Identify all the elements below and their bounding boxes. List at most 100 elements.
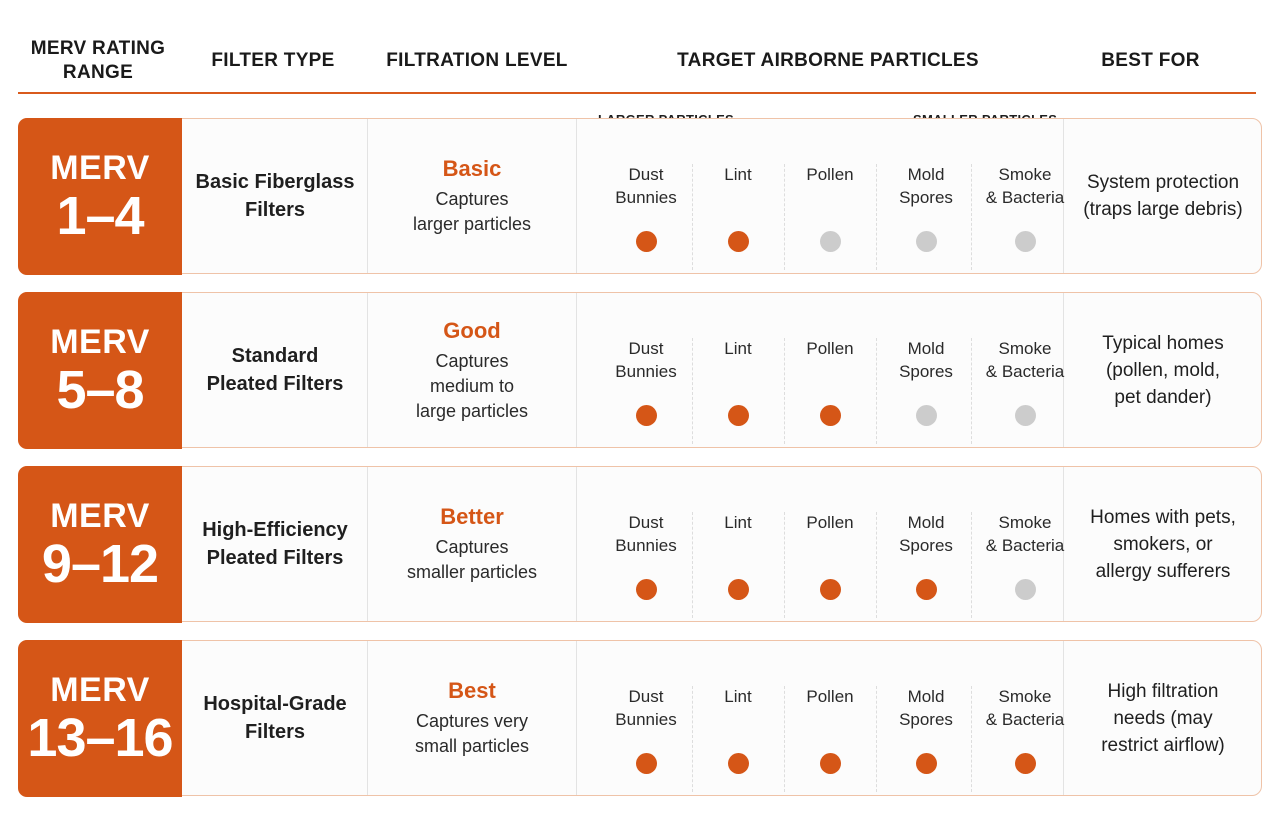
- particle-divider: [692, 686, 693, 792]
- particle-column: Smoke & Bacteria: [977, 293, 1073, 447]
- captured-dot: [915, 579, 937, 600]
- particle-divider: [692, 338, 693, 444]
- particle-label: Lint: [724, 339, 752, 358]
- particle-column: Smoke & Bacteria: [977, 641, 1073, 795]
- best-for: Typical homes (pollen, mold, pet dander): [1102, 332, 1224, 408]
- particle-column: Smoke & Bacteria: [977, 467, 1073, 621]
- column-divider: [1063, 641, 1064, 795]
- particle-label: Mold Spores: [899, 165, 953, 207]
- filtration-level-name: Good: [443, 317, 501, 343]
- column-divider: [1063, 293, 1064, 447]
- not-captured-dot: [915, 405, 937, 426]
- particle-label: Pollen: [806, 687, 854, 706]
- captured-dot: [915, 753, 937, 774]
- filter-type: Basic Fiberglass Filters: [195, 171, 355, 221]
- particle-divider: [784, 338, 785, 444]
- filtration-level-name: Basic: [442, 156, 502, 181]
- filtration-level: Best Captures very small particles: [368, 641, 576, 795]
- filtration-level-name: Best: [448, 678, 496, 703]
- header-filtration-level: FILTRATION LEVEL: [386, 50, 568, 71]
- particle-label: Mold Spores: [899, 339, 953, 381]
- column-divider: [1063, 119, 1064, 273]
- captured-dot: [727, 579, 749, 600]
- merv-label: MERV: [50, 322, 150, 361]
- best-for: System protection (traps large debris): [1083, 172, 1243, 220]
- particle-column: Pollen: [782, 641, 878, 795]
- particle-divider: [784, 512, 785, 618]
- particle-column: Mold Spores: [878, 641, 974, 795]
- particle-label: Lint: [724, 687, 752, 706]
- filter-type: High-Efficiency Pleated Filters: [202, 519, 348, 569]
- particle-column: Lint: [690, 641, 786, 795]
- merv-range: 1–4: [56, 185, 144, 246]
- not-captured-dot: [1014, 405, 1036, 426]
- particle-label: Smoke & Bacteria: [985, 513, 1065, 555]
- merv-label: MERV: [50, 670, 150, 709]
- particle-divider: [784, 164, 785, 270]
- particle-column: Dust Bunnies: [598, 641, 694, 795]
- filtration-level: Better Captures smaller particles: [368, 467, 576, 621]
- particle-divider: [876, 164, 877, 270]
- particle-column: Mold Spores: [878, 119, 974, 273]
- particle-divider: [876, 686, 877, 792]
- particle-column: Pollen: [782, 293, 878, 447]
- captured-dot: [727, 405, 749, 426]
- column-divider: [576, 119, 577, 273]
- particle-column: Lint: [690, 293, 786, 447]
- table-row: MERV 1–4 Basic Fiberglass Filters Basic Capt…: [18, 118, 1262, 275]
- table-row: MERV 5–8 Standard Pleated Filters Good Captu…: [18, 292, 1262, 449]
- column-divider: [367, 293, 368, 447]
- particle-divider: [692, 512, 693, 618]
- particle-label: Smoke & Bacteria: [985, 687, 1065, 729]
- particle-divider: [971, 686, 972, 792]
- not-captured-dot: [915, 231, 937, 252]
- not-captured-dot: [819, 231, 841, 252]
- merv-range-badge: MERV 5–8: [18, 292, 182, 449]
- captured-dot: [819, 753, 841, 774]
- target-particles: Dust Bunnies Lint Pollen Mold Spores Smoke &…: [577, 119, 1064, 273]
- column-divider: [367, 119, 368, 273]
- particle-column: Mold Spores: [878, 293, 974, 447]
- column-divider: [367, 467, 368, 621]
- merv-label: MERV: [50, 148, 150, 187]
- particle-column: Pollen: [782, 119, 878, 273]
- particle-divider: [971, 338, 972, 444]
- particle-label: Lint: [724, 513, 752, 532]
- table-row: MERV 13–16 Hospital-Grade Filters Best Captu…: [18, 640, 1262, 797]
- particle-divider: [692, 164, 693, 270]
- table-header: MERV RATING RANGE FILTER TYPE FILTRATION…: [18, 30, 1256, 94]
- table-row: MERV 9–12 High-Efficiency Pleated Filters B…: [18, 466, 1262, 623]
- header-best-for: BEST FOR: [1101, 50, 1200, 71]
- particle-label: Pollen: [806, 513, 854, 532]
- column-divider: [576, 641, 577, 795]
- particle-label: Dust Bunnies: [615, 339, 677, 381]
- merv-range-badge: MERV 1–4: [18, 118, 182, 275]
- particle-column: Dust Bunnies: [598, 293, 694, 447]
- filtration-level-description: Captures smaller particles: [406, 537, 538, 582]
- captured-dot: [635, 405, 657, 426]
- merv-range: 9–12: [41, 533, 159, 594]
- particle-label: Smoke & Bacteria: [985, 339, 1065, 381]
- filtration-level-description: Captures larger particles: [412, 189, 532, 234]
- particle-column: Lint: [690, 467, 786, 621]
- captured-dot: [727, 231, 749, 252]
- captured-dot: [819, 579, 841, 600]
- particle-label: Lint: [724, 165, 752, 184]
- column-divider: [367, 641, 368, 795]
- target-particles: Dust Bunnies Lint Pollen Mold Spores Smoke &…: [577, 293, 1064, 447]
- header-target-particles: TARGET AIRBORNE PARTICLES: [677, 50, 979, 71]
- filter-type: Hospital-Grade Filters: [203, 693, 347, 743]
- filtration-level: Good Captures medium to large particles: [368, 293, 576, 447]
- header-filter-type: FILTER TYPE: [211, 50, 335, 71]
- merv-range-badge: MERV 9–12: [18, 466, 182, 623]
- particle-divider: [784, 686, 785, 792]
- particle-column: Smoke & Bacteria: [977, 119, 1073, 273]
- particle-column: Mold Spores: [878, 467, 974, 621]
- best-for: Homes with pets, smokers, or allergy suf…: [1090, 506, 1236, 582]
- target-particles: Dust Bunnies Lint Pollen Mold Spores Smoke &…: [577, 467, 1064, 621]
- particle-label: Pollen: [806, 165, 854, 184]
- merv-range: 13–16: [27, 707, 173, 768]
- column-divider: [1063, 467, 1064, 621]
- merv-range: 5–8: [56, 359, 144, 420]
- target-particles: Dust Bunnies Lint Pollen Mold Spores Smoke &…: [577, 641, 1064, 795]
